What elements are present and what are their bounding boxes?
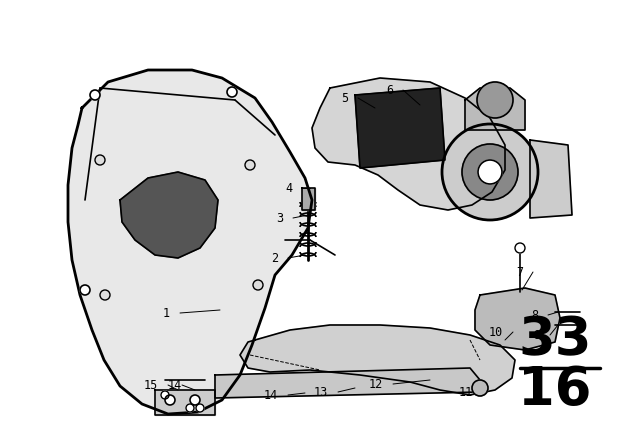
Polygon shape — [530, 140, 572, 218]
Text: 9: 9 — [533, 328, 540, 341]
Circle shape — [80, 285, 90, 295]
Circle shape — [190, 395, 200, 405]
Polygon shape — [215, 368, 480, 398]
Circle shape — [478, 160, 502, 184]
Text: 11: 11 — [459, 385, 473, 399]
Circle shape — [165, 395, 175, 405]
Polygon shape — [155, 390, 215, 415]
Polygon shape — [120, 172, 218, 258]
Text: 2: 2 — [271, 251, 278, 264]
Polygon shape — [355, 88, 445, 168]
Text: 14: 14 — [264, 388, 278, 401]
Text: 12: 12 — [369, 378, 383, 391]
Text: 5: 5 — [341, 91, 348, 104]
Circle shape — [253, 280, 263, 290]
Polygon shape — [68, 70, 312, 414]
Text: 15: 15 — [144, 379, 158, 392]
Text: 8: 8 — [531, 309, 538, 322]
Text: 4: 4 — [286, 181, 293, 194]
Circle shape — [477, 82, 513, 118]
Text: 14: 14 — [168, 379, 182, 392]
Circle shape — [186, 404, 194, 412]
Text: 10: 10 — [489, 326, 503, 339]
Polygon shape — [312, 78, 505, 210]
Circle shape — [245, 160, 255, 170]
Circle shape — [196, 404, 204, 412]
Text: 3: 3 — [276, 211, 283, 224]
Polygon shape — [475, 288, 560, 350]
Circle shape — [472, 380, 488, 396]
Text: 33: 33 — [518, 314, 592, 366]
Polygon shape — [302, 188, 315, 210]
Polygon shape — [465, 88, 525, 130]
Text: 13: 13 — [314, 385, 328, 399]
Circle shape — [515, 243, 525, 253]
Circle shape — [95, 155, 105, 165]
Circle shape — [100, 290, 110, 300]
Circle shape — [227, 87, 237, 97]
Circle shape — [90, 90, 100, 100]
Text: 6: 6 — [386, 83, 393, 96]
Text: 1: 1 — [163, 306, 170, 319]
Circle shape — [161, 391, 169, 399]
Circle shape — [442, 124, 538, 220]
Polygon shape — [240, 325, 515, 395]
Text: 16: 16 — [518, 364, 592, 416]
Text: 7: 7 — [516, 266, 523, 279]
Circle shape — [462, 144, 518, 200]
